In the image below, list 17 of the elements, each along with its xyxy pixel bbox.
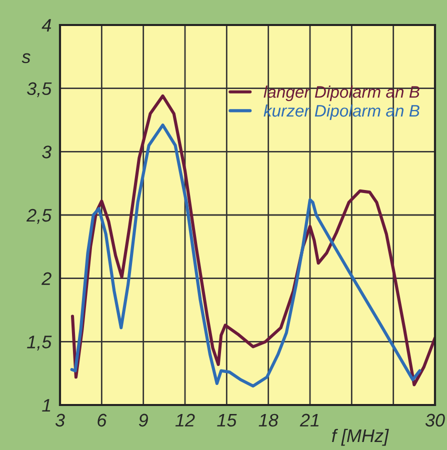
x-tick-label: 12	[175, 414, 195, 426]
y-tick-label: 2,5	[26, 208, 52, 224]
x-tick-label: 3	[55, 414, 65, 427]
y-tick-label: 2	[42, 272, 52, 285]
x-tick-label: 21	[300, 414, 319, 426]
x-axis-title: f [MHz]	[332, 428, 389, 446]
y-tick-label: 3	[42, 146, 52, 158]
x-tick-label: 9	[138, 414, 148, 427]
y-tick-label: 4	[42, 19, 51, 32]
x-tick-label: 30	[425, 414, 445, 427]
x-tick-label: 15	[217, 414, 237, 427]
x-tick-label: 6	[98, 414, 107, 427]
y-tick-label: 3,5	[26, 82, 52, 98]
y-tick-label: 1	[42, 399, 50, 412]
y-tick-label: 1,5	[27, 336, 52, 351]
x-tick-label: 18	[258, 414, 278, 427]
y-axis-title: s	[22, 53, 30, 64]
